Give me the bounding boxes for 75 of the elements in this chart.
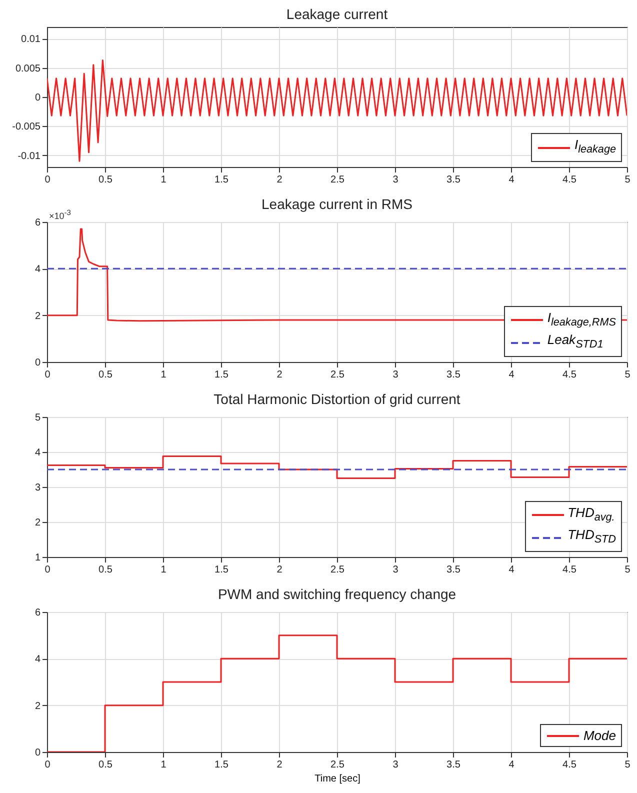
chart-title: PWM and switching frequency change: [218, 586, 456, 602]
x-tick-label: 1.5: [214, 564, 229, 576]
x-tick-label: 2: [276, 564, 283, 576]
y-tick-label: 6: [34, 218, 41, 228]
x-tick-label: 4.5: [562, 370, 577, 380]
x-tick-label: 2.5: [330, 370, 345, 380]
x-tick-label: 2: [276, 760, 283, 770]
x-tick-label: 0.5: [98, 760, 113, 770]
x-tick-label: 0: [44, 370, 51, 380]
x-tick-label: 1: [160, 370, 167, 380]
x-tick-label: 1: [160, 564, 167, 576]
legend-label: Leak$_{STD1}$: [547, 331, 604, 353]
legend-label: I$_{leakage,RMS}$: [547, 308, 616, 330]
x-tick-label: 4: [508, 760, 515, 770]
x-tick-label: 3.5: [446, 370, 461, 380]
x-tick-label: 4: [508, 370, 515, 380]
x-tick-label: 4: [508, 174, 515, 186]
x-tick-label: 1.5: [214, 760, 229, 770]
x-tick-label: 0: [44, 564, 51, 576]
legend-label: THD$_{STD}$: [568, 526, 616, 548]
x-tick-label: 1: [160, 174, 167, 186]
chart-title: Leakage current: [286, 6, 388, 22]
x-tick-label: 5: [624, 370, 631, 380]
y-tick-label: 5: [34, 412, 41, 424]
y-tick-label: 0: [34, 748, 41, 758]
x-tick-label: 3.5: [446, 174, 461, 186]
y-tick-label: 6: [34, 608, 41, 618]
x-tick-label: 2.5: [330, 564, 345, 576]
x-tick-label: 5: [624, 174, 631, 186]
y-tick-label: 0: [34, 358, 41, 368]
y-tick-label: 4: [34, 654, 41, 666]
x-tick-label: 3: [392, 174, 399, 186]
x-tick-label: 1.5: [214, 174, 229, 186]
y-tick-label: -0.005: [12, 122, 41, 133]
x-tick-label: 4: [508, 564, 515, 576]
y-tick-label: 0.005: [15, 63, 41, 74]
y-tick-label: -0.01: [18, 150, 41, 162]
y-tick-label: 4: [34, 448, 41, 458]
x-tick-label: 3: [392, 370, 399, 380]
y-tick-label: 3: [34, 482, 41, 494]
y-tick-label: 2: [34, 700, 41, 712]
x-tick-label: 1.5: [214, 370, 229, 380]
x-axis-title: Time [sec]: [314, 774, 361, 784]
x-tick-label: 3: [392, 564, 399, 576]
x-tick-label: 0: [44, 174, 51, 186]
x-tick-label: 0.5: [98, 564, 113, 576]
text: ×10$^{-3}$: [49, 208, 71, 221]
x-tick-label: 4.5: [562, 760, 577, 770]
x-tick-label: 2: [276, 174, 283, 186]
x-tick-label: 2: [276, 370, 283, 380]
x-tick-label: 2.5: [330, 174, 345, 186]
x-tick-label: 1: [160, 760, 167, 770]
x-tick-label: 0: [44, 760, 51, 770]
x-tick-label: 5: [624, 564, 631, 576]
legend-label: I$_{leakage}$: [574, 136, 616, 158]
y-tick-label: 2: [34, 310, 41, 322]
chart-title: Total Harmonic Distortion of grid current: [214, 391, 460, 407]
line-series: [47, 60, 627, 162]
x-tick-label: 0.5: [98, 370, 113, 380]
y-tick-label: 0: [34, 92, 41, 104]
x-tick-label: 5: [624, 760, 631, 770]
x-tick-label: 4.5: [562, 564, 577, 576]
y-tick-label: 4: [34, 264, 41, 276]
x-tick-label: 3.5: [446, 564, 461, 576]
chart-title: Leakage current in RMS: [262, 196, 412, 212]
x-tick-label: 4.5: [562, 174, 577, 186]
y-tick-label: 0.01: [21, 34, 41, 46]
x-tick-label: 0.5: [98, 174, 113, 186]
legend-label: THD$_{avg.}$: [568, 504, 615, 526]
y-tick-label: 1: [34, 552, 41, 564]
y-tick-label: 2: [34, 518, 41, 528]
x-tick-label: 3.5: [446, 760, 461, 770]
x-tick-label: 2.5: [330, 760, 345, 770]
legend-label: Mode: [583, 727, 616, 744]
x-tick-label: 3: [392, 760, 399, 770]
